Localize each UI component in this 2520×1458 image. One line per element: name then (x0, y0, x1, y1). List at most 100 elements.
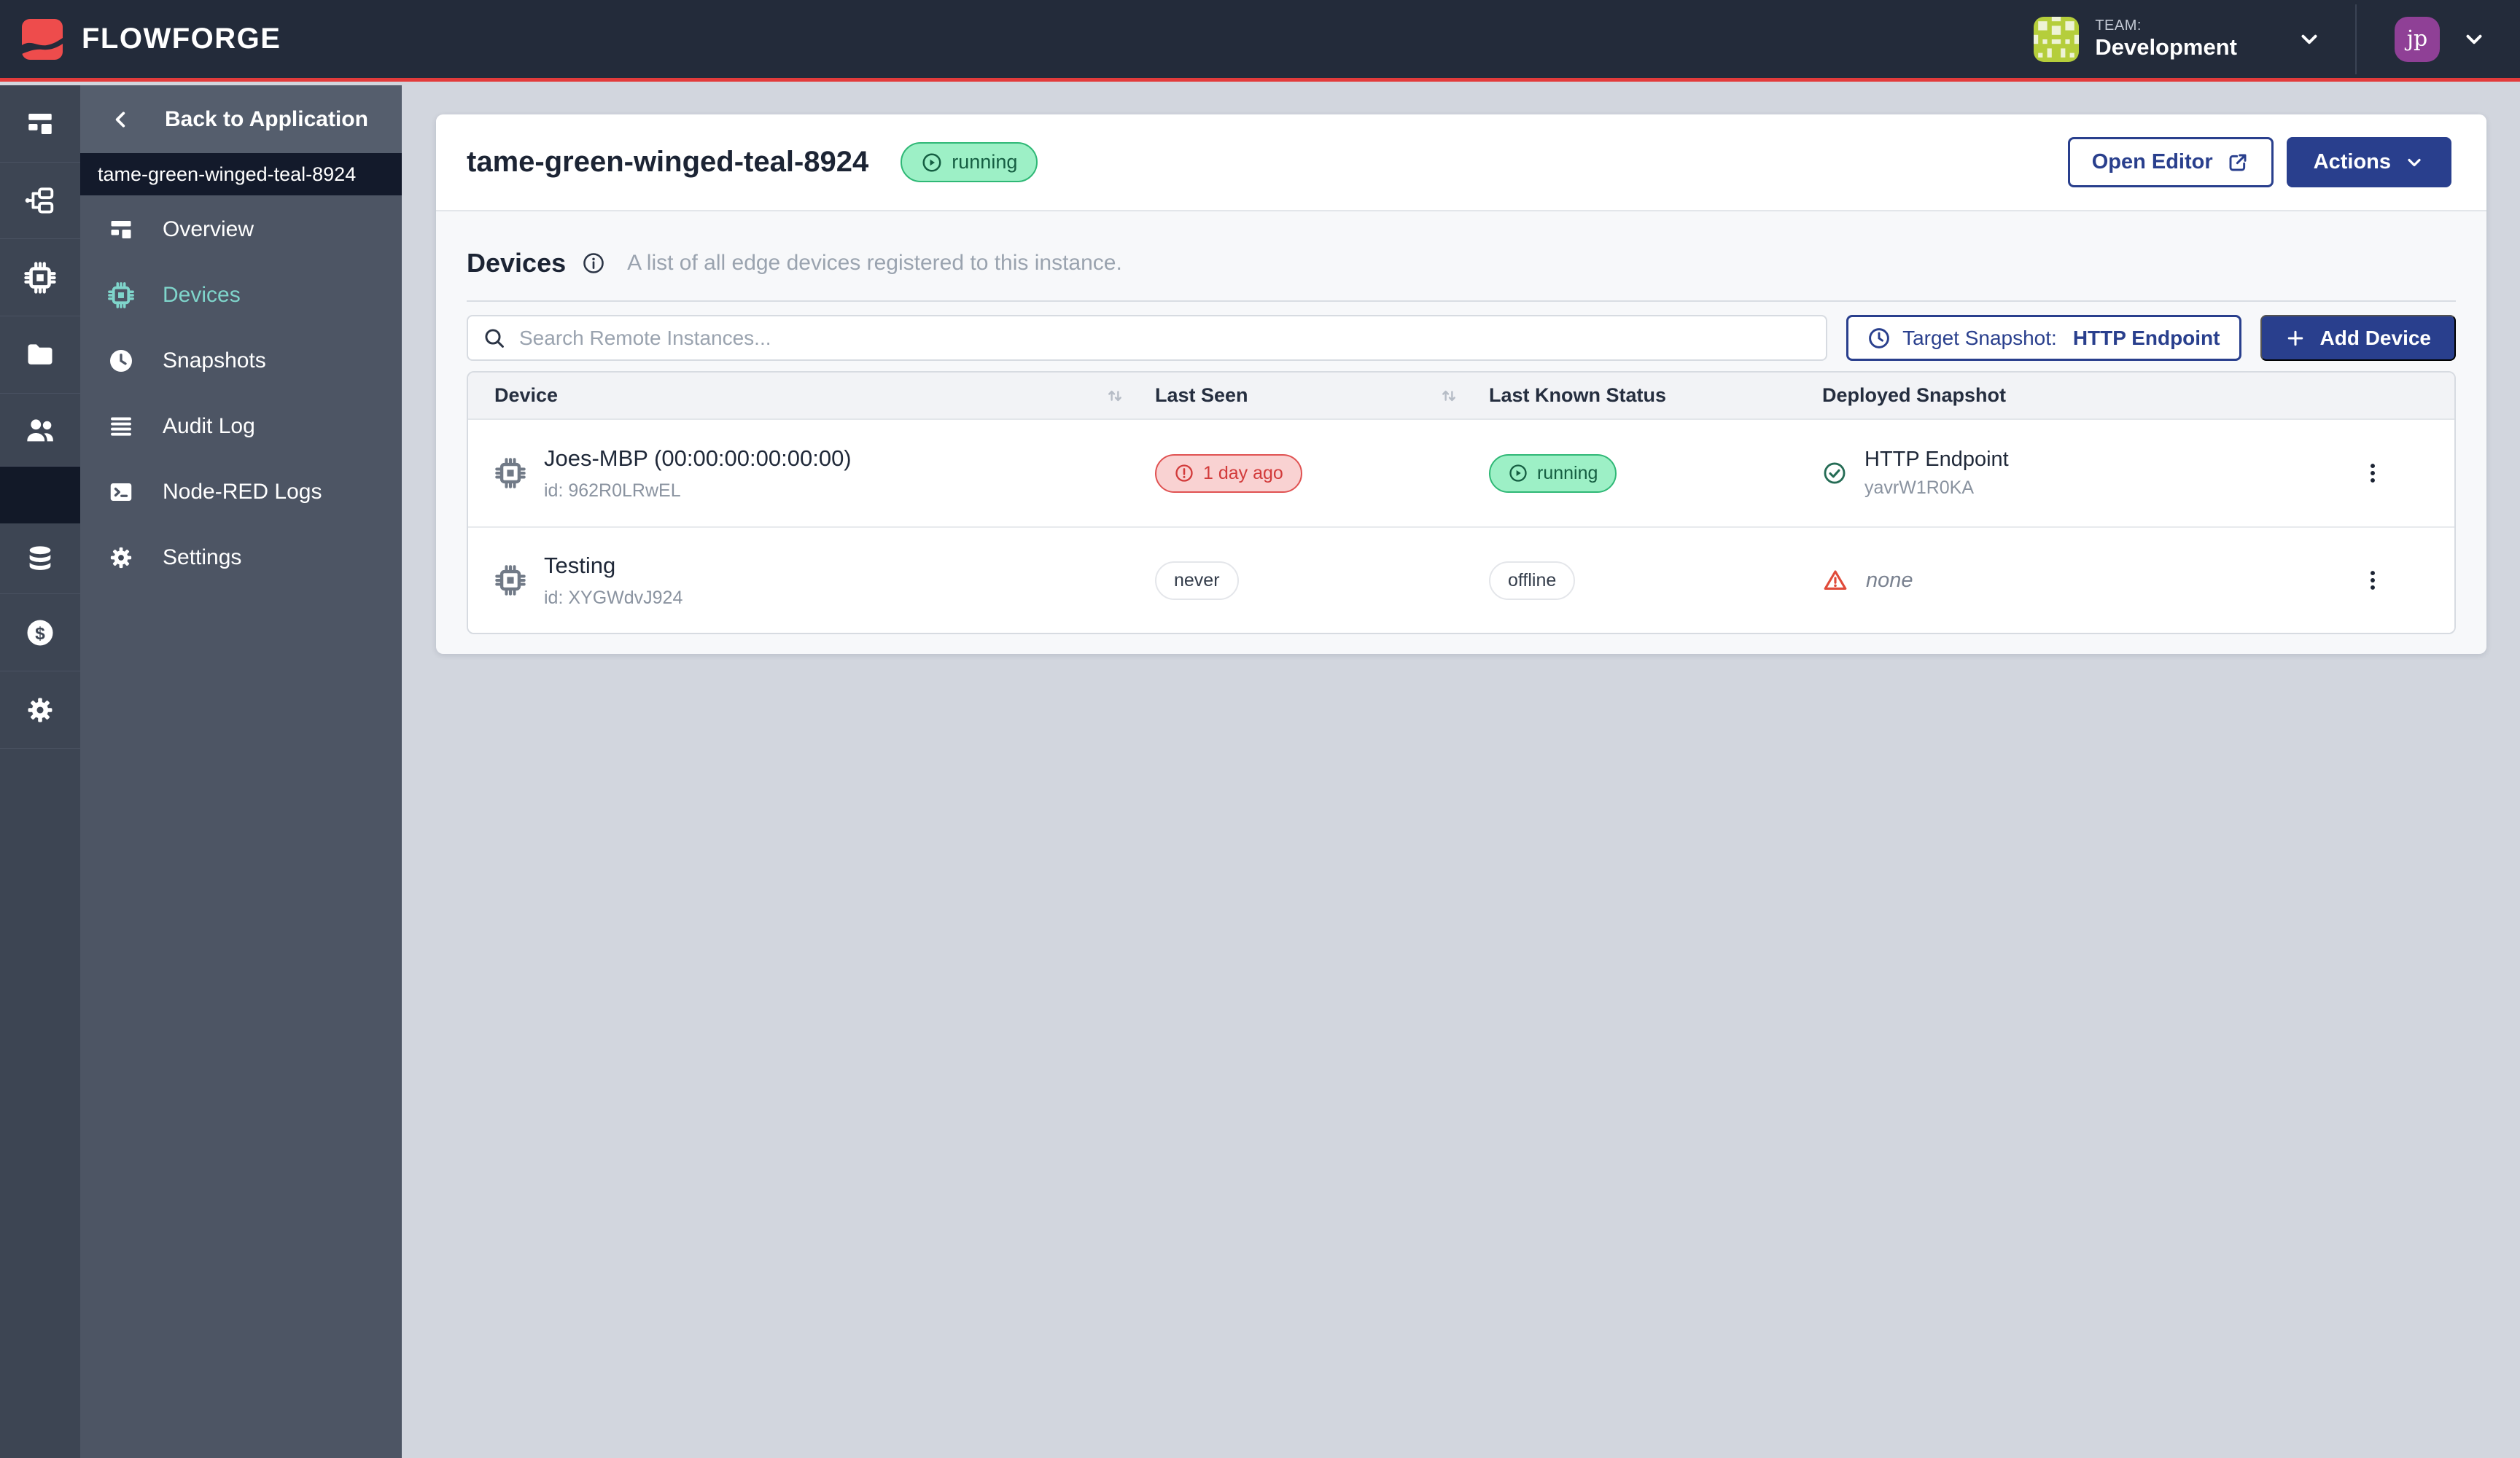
chip-icon (23, 261, 57, 295)
sort-icon[interactable] (1104, 385, 1126, 407)
chip-icon (107, 281, 135, 310)
page-title: tame-green-winged-teal-8924 (467, 146, 869, 178)
search-input[interactable] (519, 326, 1812, 350)
sidebar-item-label: Devices (163, 283, 241, 307)
chevron-down-icon (2404, 152, 2424, 173)
devices-heading: Devices (467, 248, 567, 278)
brand[interactable]: FLOWFORGE (0, 18, 281, 60)
devices-description: A list of all edge devices registered to… (627, 251, 1122, 275)
plus-icon (2285, 328, 2306, 348)
devices-section: Devices A list of all edge devices regis… (436, 248, 2486, 634)
table-row[interactable]: Joes-MBP (00:00:00:00:00:00) id: 962R0LR… (468, 420, 2454, 526)
back-to-application[interactable]: Back to Application (80, 85, 402, 153)
database-icon (25, 543, 55, 574)
sidebar-item-label: Settings (163, 545, 242, 569)
rail-devices[interactable] (0, 239, 80, 316)
instance-name: tame-green-winged-teal-8924 (80, 153, 402, 195)
device-name: Testing (544, 553, 616, 579)
status-badge: running (901, 142, 1038, 182)
column-header-last-seen: Last Seen (1155, 384, 1489, 407)
sidebar-item-devices[interactable]: Devices (80, 262, 402, 328)
sidebar-item-label: Snapshots (163, 348, 266, 373)
actions-button[interactable]: Actions (2286, 137, 2451, 187)
clock-icon (1867, 327, 1891, 350)
column-header-deployed-snapshot: Deployed Snapshot (1822, 384, 2007, 406)
terminal-icon (107, 479, 135, 505)
team-chevron-down-icon (2297, 27, 2322, 52)
team-name: Development (2095, 34, 2237, 61)
rail-members[interactable] (0, 394, 80, 467)
top-navbar: FLOWFORGE TEAM: (0, 0, 2520, 82)
team-label: TEAM: (2095, 17, 2142, 34)
rail-applications[interactable] (0, 85, 80, 163)
sidebar-item-snapshots[interactable]: Snapshots (80, 328, 402, 394)
devices-table: Device Last Seen Last Known Status Deplo… (467, 371, 2456, 634)
alert-circle-icon (1174, 463, 1194, 483)
kebab-menu-icon[interactable] (2353, 561, 2392, 600)
target-snapshot-button[interactable]: Target Snapshot: HTTP Endpoint (1846, 315, 2241, 361)
sidebar-item-settings[interactable]: Settings (80, 525, 402, 590)
rail-team-settings[interactable] (0, 671, 80, 749)
last-seen-badge: 1 day ago (1155, 453, 1302, 493)
snapshot-name: HTTP Endpoint (1864, 448, 2009, 471)
instance-sidebar: Back to Application tame-green-winged-te… (80, 85, 402, 1458)
last-seen-badge: never (1155, 561, 1239, 600)
brand-title: FLOWFORGE (82, 23, 281, 55)
add-device-button[interactable]: Add Device (2260, 315, 2456, 361)
users-icon (23, 413, 57, 447)
clock-icon (107, 348, 135, 374)
open-editor-button[interactable]: Open Editor (2067, 137, 2274, 187)
dollar-icon (25, 617, 55, 648)
user-menu[interactable]: jp (2357, 16, 2520, 62)
gear-icon (107, 545, 135, 571)
sidebar-item-label: Overview (163, 217, 254, 241)
check-circle-icon (1822, 461, 1847, 486)
user-chevron-down-icon (2462, 27, 2486, 52)
device-chip-icon (494, 457, 526, 489)
chevron-left-icon (109, 108, 133, 131)
warning-triangle-icon (1822, 567, 1848, 593)
team-switcher[interactable]: TEAM: Development (2018, 0, 2355, 78)
sidebar-item-audit-log[interactable]: Audit Log (80, 394, 402, 459)
list-lines-icon (107, 413, 135, 440)
column-header-device: Device (468, 384, 1155, 407)
kebab-menu-icon[interactable] (2353, 453, 2392, 493)
rail-billing[interactable] (0, 594, 80, 671)
flowforge-logo-icon (22, 18, 63, 60)
main-content: tame-green-winged-teal-8924 running Open… (402, 85, 2520, 1458)
play-circle-icon (921, 152, 943, 174)
play-circle-icon (1508, 463, 1528, 483)
devices-toolbar: Target Snapshot: HTTP Endpoint Add Devic… (467, 315, 2456, 361)
device-name: Joes-MBP (00:00:00:00:00:00) (544, 445, 852, 472)
status-badge: running (1489, 453, 1617, 493)
external-link-icon (2226, 151, 2249, 174)
status-badge: offline (1489, 561, 1576, 600)
table-row[interactable]: Testing id: XYGWdvJ924 never offline (468, 526, 2454, 633)
back-to-application-label: Back to Application (165, 106, 368, 131)
rail-active-item[interactable] (0, 467, 80, 523)
column-header-last-known-status: Last Known Status (1489, 384, 1667, 406)
rail-pipelines[interactable] (0, 163, 80, 239)
table-header: Device Last Seen Last Known Status Deplo… (468, 373, 2454, 420)
sidebar-item-node-red-logs[interactable]: Node-RED Logs (80, 459, 402, 525)
section-divider (467, 300, 2456, 302)
snapshot-id: yavrW1R0KA (1864, 477, 1975, 498)
device-chip-icon (494, 564, 526, 596)
sidebar-item-overview[interactable]: Overview (80, 197, 402, 262)
search-icon (483, 327, 506, 350)
applications-grid-icon (25, 109, 55, 139)
device-id: id: XYGWdvJ924 (544, 587, 683, 608)
instance-card: tame-green-winged-teal-8924 running Open… (436, 114, 2486, 654)
rail-usage[interactable] (0, 523, 80, 594)
search-box (467, 315, 1828, 361)
navbar-divider (2355, 4, 2357, 74)
rail-library[interactable] (0, 316, 80, 394)
team-icon-rail (0, 85, 80, 1458)
team-avatar (2034, 16, 2080, 62)
sort-icon[interactable] (1438, 385, 1460, 407)
instance-header: tame-green-winged-teal-8924 running Open… (436, 114, 2486, 211)
user-avatar: jp (2395, 16, 2440, 62)
sidebar-item-label: Node-RED Logs (163, 480, 322, 504)
sidebar-item-label: Audit Log (163, 414, 255, 438)
info-icon[interactable] (582, 252, 605, 275)
